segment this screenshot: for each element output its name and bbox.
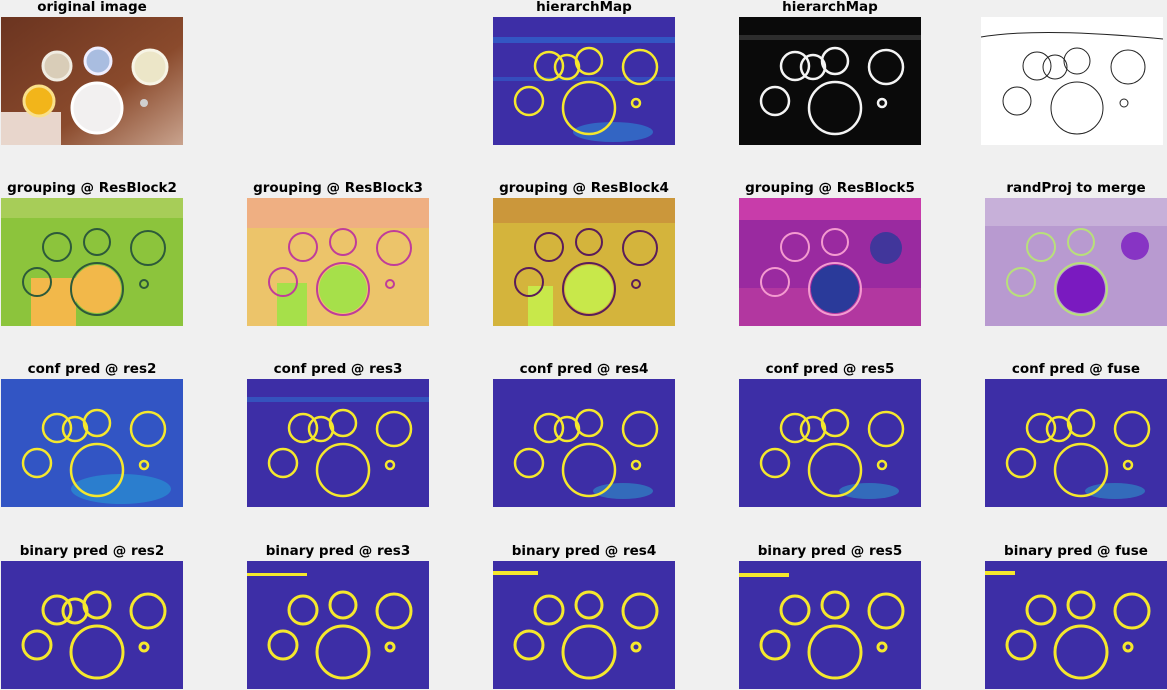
grouping-resblock5-image <box>739 198 921 326</box>
grouping-resblock2-image <box>1 198 183 326</box>
conf-pred-fuse-image <box>985 379 1167 507</box>
panel-title: grouping @ ResBlock2 <box>7 180 177 196</box>
binary-pred-res4-image <box>493 561 675 689</box>
panel-title: conf pred @ res4 <box>519 361 649 377</box>
panel-title: conf pred @ res5 <box>765 361 895 377</box>
panel-title: binary pred @ res4 <box>511 543 657 559</box>
panel-title: binary pred @ res5 <box>757 543 903 559</box>
conf-pred-res2-image <box>1 379 183 507</box>
conf-pred-res4-image <box>493 379 675 507</box>
panel-title: original image <box>37 0 147 15</box>
panel-title: conf pred @ fuse <box>1011 361 1141 377</box>
conf-pred-res3-image <box>247 379 429 507</box>
panel-title: binary pred @ res2 <box>19 543 165 559</box>
panel-title: conf pred @ res2 <box>27 361 157 377</box>
edge-map-image <box>981 17 1163 145</box>
panel-title: randProj to merge <box>1006 180 1146 196</box>
panel-title: binary pred @ res3 <box>265 543 411 559</box>
panel-title: binary pred @ fuse <box>1004 543 1148 559</box>
panel-title: grouping @ ResBlock4 <box>499 180 669 196</box>
binary-pred-res2-image <box>1 561 183 689</box>
binary-pred-res3-image <box>247 561 429 689</box>
grouping-resblock3-image <box>247 198 429 326</box>
panel-title: hierarchMap <box>536 0 632 15</box>
hierarchmap-color-image <box>493 17 675 145</box>
grouping-resblock4-image <box>493 198 675 326</box>
randproj-merge-image <box>985 198 1167 326</box>
panel-title: conf pred @ res3 <box>273 361 403 377</box>
original-image-photo <box>1 17 183 145</box>
binary-pred-fuse-image <box>985 561 1167 689</box>
conf-pred-res5-image <box>739 379 921 507</box>
hierarchmap-gray-image <box>739 17 921 145</box>
panel-title: grouping @ ResBlock3 <box>253 180 423 196</box>
panel-title: hierarchMap <box>782 0 878 15</box>
panel-title: grouping @ ResBlock5 <box>745 180 915 196</box>
binary-pred-res5-image <box>739 561 921 689</box>
